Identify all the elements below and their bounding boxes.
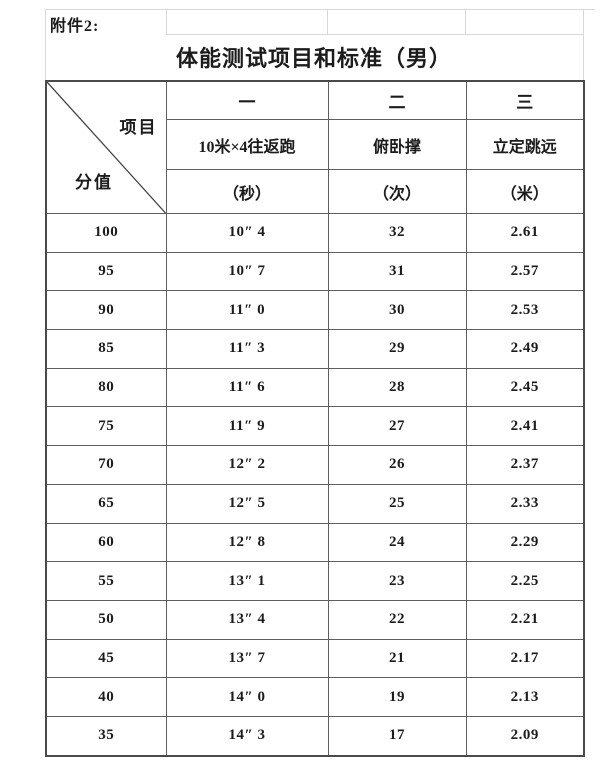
column-name: 立定跳远	[465, 119, 585, 170]
cell-pushups: 28	[327, 367, 467, 408]
cell-pushups: 19	[327, 677, 467, 717]
cell-run-time: 11″ 3	[165, 329, 329, 369]
column-number: 一	[165, 80, 329, 120]
cell-score: 95	[45, 251, 167, 292]
fitness-standards-table: 项目 分值 一 二 三 10米×4往返跑 俯卧撑 立定跳远 （秒） （次） （米…	[45, 80, 585, 757]
cell-long-jump: 2.17	[465, 638, 585, 679]
cell-run-time: 13″ 1	[165, 561, 329, 601]
faint-gridline-vertical	[465, 9, 466, 34]
attachment-label: 附件2:	[50, 18, 100, 35]
cell-long-jump: 2.57	[465, 251, 585, 292]
cell-score: 50	[45, 599, 167, 640]
cell-long-jump: 2.13	[465, 677, 585, 717]
cell-score: 90	[45, 290, 167, 331]
faint-gridline-horizontal	[45, 9, 595, 10]
cell-score: 45	[45, 638, 167, 679]
cell-score: 70	[45, 445, 167, 485]
page-title: 体能测试项目和标准（男）	[175, 46, 452, 71]
cell-pushups: 31	[327, 251, 467, 292]
faint-gridline-vertical	[583, 9, 584, 80]
cell-pushups: 17	[327, 715, 467, 757]
cell-run-time: 11″ 0	[165, 290, 329, 331]
table-row: 85 11″ 3 29 2.49	[45, 329, 585, 369]
cell-pushups: 24	[327, 522, 467, 563]
cell-score: 75	[45, 406, 167, 447]
cell-long-jump: 2.29	[465, 522, 585, 563]
table-row: 95 10″ 7 31 2.57	[45, 251, 585, 292]
cell-run-time: 10″ 7	[165, 251, 329, 292]
table-row: 60 12″ 8 24 2.29	[45, 522, 585, 563]
cell-run-time: 13″ 7	[165, 638, 329, 679]
table-row: 70 12″ 2 26 2.37	[45, 445, 585, 485]
cell-run-time: 12″ 8	[165, 522, 329, 563]
cell-run-time: 14″ 3	[165, 715, 329, 757]
table-row: 100 10″ 4 32 2.61	[45, 213, 585, 253]
column-number: 三	[465, 80, 585, 120]
column-name: 10米×4往返跑	[165, 119, 329, 170]
table-row: 80 11″ 6 28 2.45	[45, 367, 585, 408]
cell-run-time: 10″ 4	[165, 213, 329, 253]
corner-label-score: 分值	[75, 173, 113, 192]
faint-gridline-horizontal	[166, 34, 583, 35]
faint-gridline-vertical	[327, 9, 328, 34]
cell-pushups: 30	[327, 290, 467, 331]
cell-run-time: 11″ 6	[165, 367, 329, 408]
header-row-numbers: 项目 分值 一 二 三	[45, 80, 585, 214]
table-row: 50 13″ 4 22 2.21	[45, 599, 585, 640]
cell-pushups: 29	[327, 329, 467, 369]
cell-long-jump: 2.45	[465, 367, 585, 408]
cell-score: 55	[45, 561, 167, 601]
column-unit: （次）	[327, 169, 467, 214]
corner-header-cell: 项目 分值	[45, 80, 167, 214]
table-row: 35 14″ 3 17 2.09	[45, 715, 585, 757]
cell-long-jump: 2.61	[465, 213, 585, 253]
cell-long-jump: 2.25	[465, 561, 585, 601]
cell-run-time: 13″ 4	[165, 599, 329, 640]
cell-pushups: 22	[327, 599, 467, 640]
table-row: 75 11″ 9 27 2.41	[45, 406, 585, 447]
cell-long-jump: 2.37	[465, 445, 585, 485]
cell-pushups: 26	[327, 445, 467, 485]
cell-long-jump: 2.49	[465, 329, 585, 369]
cell-pushups: 21	[327, 638, 467, 679]
cell-run-time: 12″ 5	[165, 483, 329, 524]
cell-run-time: 11″ 9	[165, 406, 329, 447]
corner-label-item: 项目	[119, 118, 158, 137]
header-row-units: （秒） （次） （米）	[46, 169, 585, 214]
column-unit: （秒）	[165, 169, 329, 214]
faint-gridline-vertical	[166, 9, 167, 34]
cell-pushups: 25	[327, 483, 467, 524]
cell-long-jump: 2.21	[465, 599, 585, 640]
cell-pushups: 27	[327, 406, 467, 447]
cell-long-jump: 2.33	[465, 483, 585, 524]
cell-score: 40	[45, 677, 167, 717]
cell-score: 60	[45, 522, 167, 563]
column-unit: （米）	[465, 169, 585, 214]
table-row: 90 11″ 0 30 2.53	[45, 290, 585, 331]
column-name: 俯卧撑	[327, 119, 467, 170]
header-row-names: 10米×4往返跑 俯卧撑 立定跳远	[46, 119, 585, 170]
cell-score: 35	[45, 715, 167, 757]
faint-gridline-vertical	[45, 9, 46, 80]
cell-score: 100	[45, 213, 167, 253]
cell-score: 80	[45, 367, 167, 408]
cell-score: 85	[45, 329, 167, 369]
cell-run-time: 12″ 2	[165, 445, 329, 485]
diagonal-line	[47, 82, 166, 213]
cell-pushups: 32	[327, 213, 467, 253]
cell-long-jump: 2.53	[465, 290, 585, 331]
table-row: 55 13″ 1 23 2.25	[45, 561, 585, 601]
cell-long-jump: 2.09	[465, 715, 585, 757]
cell-run-time: 14″ 0	[165, 677, 329, 717]
table-row: 40 14″ 0 19 2.13	[45, 677, 585, 717]
column-number: 二	[327, 80, 467, 120]
cell-score: 65	[45, 483, 167, 524]
table-row: 65 12″ 5 25 2.33	[45, 483, 585, 524]
table-row: 45 13″ 7 21 2.17	[45, 638, 585, 679]
cell-long-jump: 2.41	[465, 406, 585, 447]
cell-pushups: 23	[327, 561, 467, 601]
